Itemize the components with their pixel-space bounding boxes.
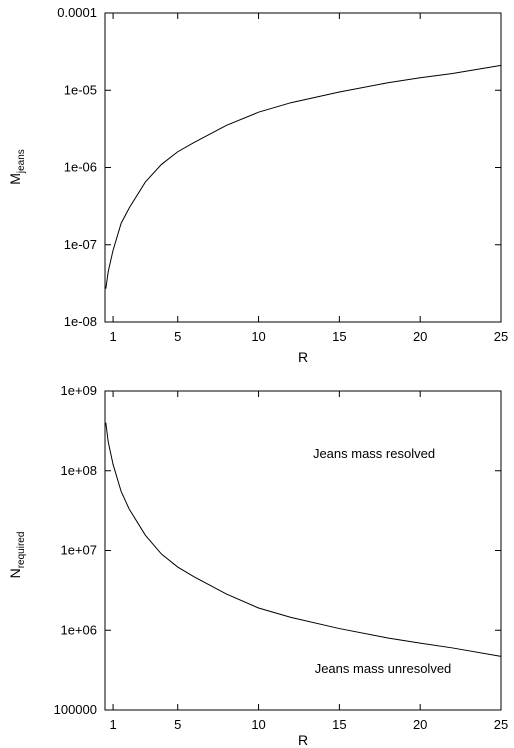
annotation-resolved: Jeans mass resolved [313,446,435,461]
x-tick-label: 10 [251,329,265,344]
plot-frame [104,12,502,323]
series-line [105,422,502,657]
y-axis-label: Nrequired [7,532,27,579]
x-tick-label: 1 [109,717,116,732]
x-tick-label: 10 [251,717,265,732]
y-tick-label: 100000 [54,702,97,717]
y-axis-label-subscript: required [16,532,27,569]
x-tick-label: 25 [494,717,508,732]
y-tick-label: 1e+08 [60,463,97,478]
x-tick-label: 15 [332,717,346,732]
x-axis-label: R [298,349,308,365]
y-axis-ticks: 1e-08 1e-07 1e-06 1e-05 0.0001 [57,5,501,329]
x-axis-label: R [298,732,308,748]
y-tick-label: 1e-07 [64,237,97,252]
x-tick-label: 20 [413,329,427,344]
y-tick-label: 1e+06 [60,622,97,637]
x-tick-label: 25 [494,329,508,344]
series-line [105,64,502,289]
x-axis-ticks: 1 5 10 15 20 25 [109,13,508,344]
y-axis-ticks: 100000 1e+06 1e+07 1e+08 1e+09 [54,383,501,717]
x-tick-label: 5 [174,329,181,344]
y-axis-label-main: M [7,173,23,185]
y-tick-label: 1e-06 [64,160,97,175]
y-axis-label: Mjeans [7,149,27,185]
x-axis-ticks: 1 5 10 15 20 25 [109,391,508,732]
annotation-unresolved: Jeans mass unresolved [315,661,452,676]
x-tick-label: 1 [109,329,116,344]
y-tick-label: 1e+09 [60,383,97,398]
x-tick-label: 20 [413,717,427,732]
x-tick-label: 5 [174,717,181,732]
x-tick-label: 15 [332,329,346,344]
y-tick-label: 1e+07 [60,543,97,558]
y-axis-label-main: N [7,568,23,578]
y-axis-label-subscript: jeans [16,149,27,174]
y-tick-label: 0.0001 [57,5,97,20]
y-tick-label: 1e-08 [64,314,97,329]
y-tick-label: 1e-05 [64,82,97,97]
